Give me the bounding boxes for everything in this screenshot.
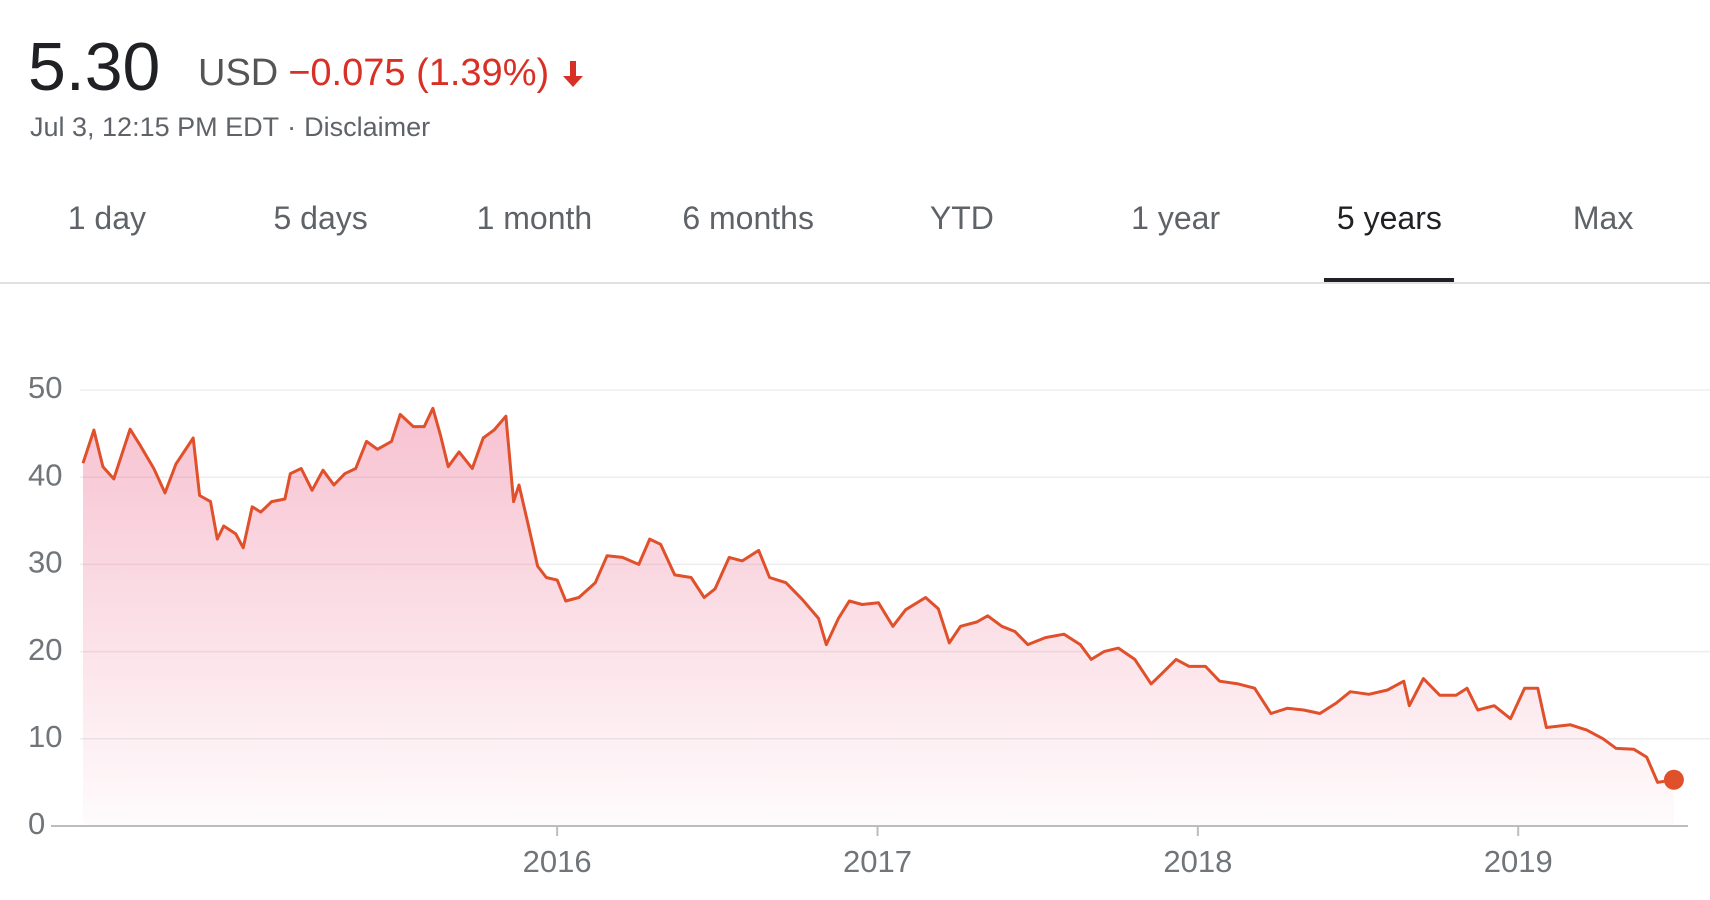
timestamp: Jul 3, 12:15 PM EDT: [30, 112, 280, 142]
x-tick-label: 2017: [843, 844, 912, 879]
quote-line: USD −0.075 (1.39%): [198, 52, 587, 95]
y-tick-label: 20: [28, 632, 62, 667]
divider: [0, 282, 1710, 284]
range-tab[interactable]: YTD: [929, 200, 994, 236]
price-change: −0.075 (1.39%): [288, 52, 550, 94]
range-tab-selected[interactable]: 5 years: [1283, 200, 1497, 283]
currency: USD: [198, 52, 279, 94]
down-arrow-icon: [563, 60, 584, 87]
range-tab[interactable]: 1 year: [1131, 200, 1221, 236]
last-point: [1663, 769, 1684, 790]
x-tick-label: 2016: [523, 844, 592, 879]
disclaimer-link[interactable]: Disclaimer: [304, 112, 431, 142]
range-tabs: 1 day 5 days 1 month 6 months YTD 1 year…: [0, 200, 1710, 283]
x-tick-label: 2019: [1484, 844, 1553, 879]
range-tab[interactable]: 6 months: [682, 200, 814, 236]
y-tick-label: 10: [28, 719, 62, 754]
y-tick-label: 0: [28, 806, 45, 841]
range-tab[interactable]: 5 days: [273, 200, 368, 236]
quote-meta: Jul 3, 12:15 PM EDT · Disclaimer: [30, 112, 430, 143]
range-tab[interactable]: 1 month: [476, 200, 593, 236]
range-tab[interactable]: Max: [1572, 200, 1634, 236]
y-tick-label: 50: [28, 370, 62, 405]
range-tab[interactable]: 1 day: [67, 200, 147, 236]
area-fill: [83, 408, 1674, 826]
price-line: [81, 406, 1675, 784]
separator: ·: [287, 112, 297, 142]
y-tick-label: 40: [28, 457, 62, 492]
price: 5.30: [28, 29, 161, 105]
x-tick-label: 2018: [1163, 844, 1232, 879]
y-tick-label: 30: [28, 545, 62, 580]
